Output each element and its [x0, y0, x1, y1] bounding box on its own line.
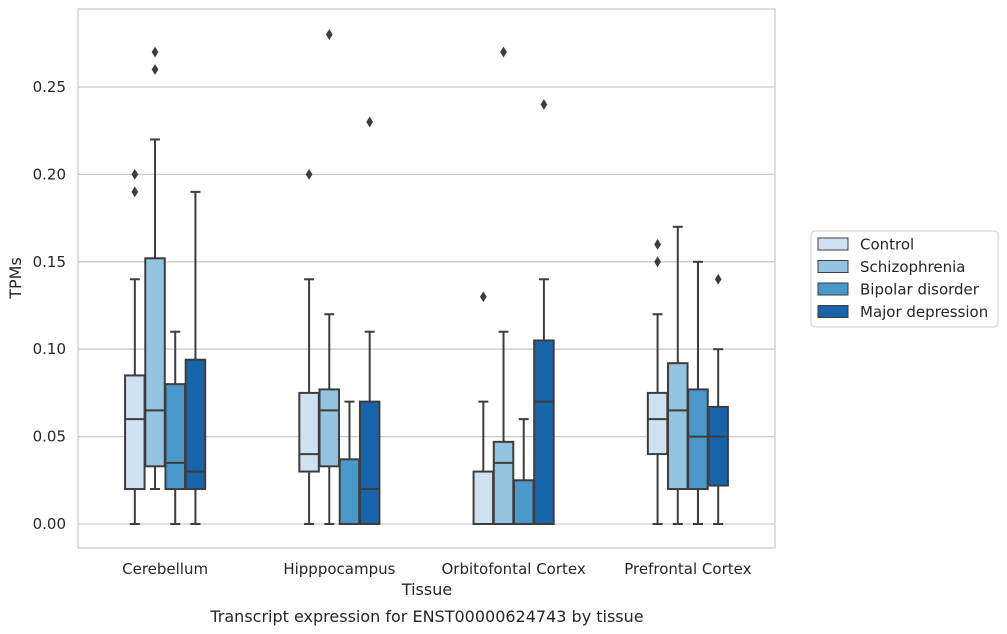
box [338, 458, 361, 526]
outlier-point [366, 116, 374, 128]
chart-caption: Transcript expression for ENST0000062474… [209, 607, 643, 626]
outlier-point [131, 186, 139, 198]
box-plot [144, 46, 166, 491]
y-axis-title: TPMs [6, 257, 25, 300]
x-axis-title: Tissue [401, 580, 452, 599]
outlier-point [325, 29, 333, 40]
outlier-point [654, 256, 661, 268]
box-plot [687, 260, 709, 525]
box-plot [707, 273, 729, 525]
box [492, 440, 515, 525]
y-tick-labels: 0.00 0.05 0.10 0.15 0.20 0.25 [33, 78, 66, 533]
box [707, 405, 729, 487]
outlier-point [654, 238, 661, 250]
legend-swatch [817, 260, 849, 273]
legend-label: Bipolar disorder [860, 281, 980, 299]
box [184, 358, 207, 491]
x-tick-label: Prefrontal Cortex [624, 560, 751, 578]
box [318, 388, 341, 468]
outlier-point [479, 291, 487, 303]
box [144, 257, 166, 468]
legend-swatch [817, 305, 849, 318]
outlier-point [500, 46, 507, 58]
outlier-point [540, 99, 548, 110]
box-plot [358, 116, 381, 526]
x-tick-label: Orbitofontal Cortex [442, 560, 586, 578]
box-plot [338, 400, 361, 526]
legend: Control Schizophrenia Bipolar disorder Majo… [810, 230, 999, 328]
box [124, 374, 146, 491]
outlier-point [131, 169, 139, 180]
plot-frame [77, 8, 776, 549]
legend-item: Major depression [817, 303, 988, 321]
box [512, 479, 535, 525]
legend-label: Major depression [860, 303, 988, 321]
legend-label: Control [860, 236, 914, 254]
box-plot [318, 29, 341, 525]
legend-item: Schizophrenia [817, 258, 965, 276]
box-plot [124, 169, 146, 525]
y-tick-label: 0.20 [33, 165, 66, 183]
y-tick-label: 0.15 [33, 253, 66, 271]
x-tick-labels: Cerebellum Hipppocampus Orbitofontal Corte… [122, 560, 751, 578]
outlier-point [305, 169, 313, 180]
outlier-point [151, 64, 159, 75]
box [472, 470, 495, 525]
box-plot [646, 238, 669, 525]
boxes [124, 29, 729, 526]
box [646, 391, 669, 456]
y-tick-label: 0.25 [33, 78, 66, 96]
box-plot [533, 99, 555, 525]
y-tick-label: 0.00 [33, 515, 66, 533]
box-plot [298, 169, 320, 525]
box [358, 400, 381, 526]
y-tick-label: 0.10 [33, 340, 66, 358]
legend-swatch [817, 282, 849, 296]
box-plot [472, 291, 495, 525]
x-tick-label: Cerebellum [122, 560, 208, 578]
box [298, 391, 320, 473]
box-plot [492, 46, 515, 525]
legend-label: Schizophrenia [860, 258, 965, 276]
y-tick-label: 0.05 [33, 428, 66, 446]
box-plot [512, 418, 535, 525]
box-plot [164, 330, 186, 525]
box [687, 388, 709, 491]
box [533, 339, 555, 525]
legend-item: Bipolar disorder [817, 281, 980, 299]
outlier-point [151, 46, 159, 58]
outlier-point [714, 273, 722, 285]
x-tick-label: Hipppocampus [283, 560, 395, 578]
box [667, 362, 689, 491]
box-plot [667, 225, 689, 525]
box [164, 383, 186, 491]
legend-frame [810, 230, 999, 328]
box-plot [184, 190, 207, 525]
legend-item: Control [817, 236, 914, 254]
legend-swatch [817, 237, 849, 251]
